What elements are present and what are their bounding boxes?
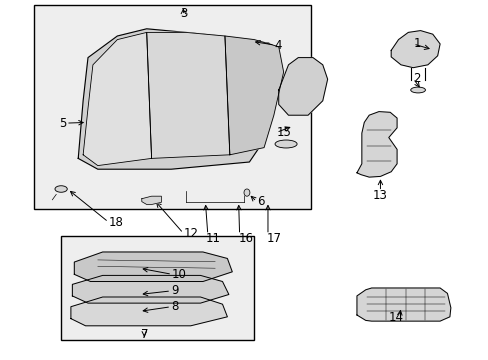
Polygon shape: [74, 252, 232, 282]
Text: 12: 12: [183, 227, 198, 240]
Bar: [61, 236, 254, 340]
Text: 9: 9: [171, 284, 178, 297]
Bar: [34, 5, 310, 209]
Polygon shape: [224, 36, 283, 155]
Text: 10: 10: [172, 268, 186, 281]
Polygon shape: [142, 196, 161, 204]
Polygon shape: [278, 58, 327, 115]
Polygon shape: [72, 275, 228, 303]
Text: 3: 3: [179, 7, 187, 20]
Text: 7: 7: [140, 328, 148, 341]
Text: 1: 1: [412, 37, 420, 50]
Polygon shape: [390, 31, 439, 68]
Text: 16: 16: [238, 232, 253, 245]
Text: 14: 14: [388, 311, 403, 324]
Polygon shape: [146, 32, 229, 158]
Ellipse shape: [274, 140, 296, 148]
Text: 18: 18: [108, 216, 123, 229]
Polygon shape: [78, 29, 278, 169]
Text: 11: 11: [205, 232, 220, 245]
Polygon shape: [71, 297, 227, 326]
Text: 17: 17: [266, 232, 281, 245]
Ellipse shape: [244, 189, 249, 196]
Polygon shape: [83, 32, 151, 166]
Ellipse shape: [410, 87, 425, 93]
Text: 6: 6: [256, 195, 264, 208]
Text: 2: 2: [412, 72, 420, 85]
Text: 13: 13: [372, 189, 387, 202]
Polygon shape: [356, 288, 450, 321]
Polygon shape: [356, 112, 396, 177]
Text: 4: 4: [274, 39, 282, 51]
Ellipse shape: [55, 186, 67, 192]
Text: 5: 5: [59, 117, 66, 130]
Text: 8: 8: [171, 300, 178, 313]
Text: 15: 15: [276, 126, 290, 139]
